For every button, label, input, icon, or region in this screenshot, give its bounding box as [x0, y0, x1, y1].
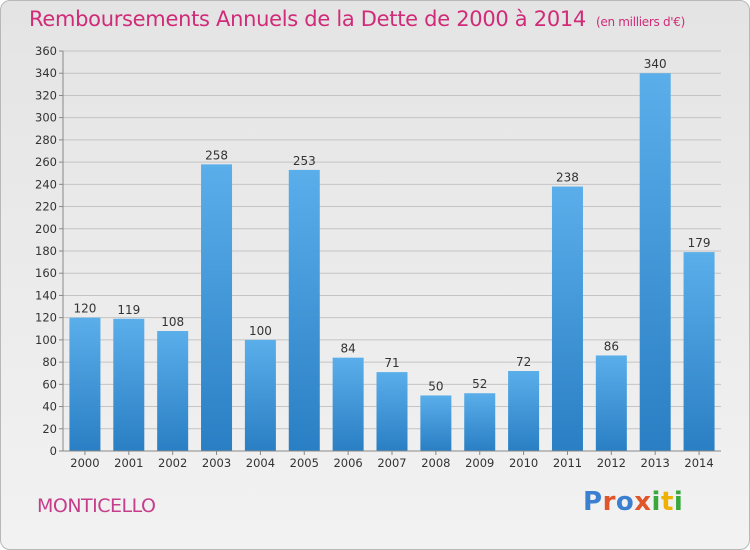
y-axis: 0 20 40 60 80 100 120 140 160 180 200 220 240 260 280 3…	[35, 44, 64, 458]
bar	[244, 339, 276, 451]
bar	[639, 73, 671, 451]
proxiti-logo: Proxiti	[583, 487, 683, 517]
y-tick-label: 80	[42, 355, 57, 369]
logo-letter: r	[602, 487, 616, 517]
bar	[420, 395, 452, 451]
data-label: 340	[644, 57, 667, 71]
y-tick-label: 100	[35, 333, 57, 347]
bar	[113, 318, 145, 451]
data-label: 238	[556, 171, 579, 185]
bar	[508, 371, 540, 451]
y-tick-label: 180	[35, 244, 57, 258]
data-label: 84	[340, 342, 355, 356]
y-tick-label: 40	[42, 400, 57, 414]
y-tick-label: 200	[35, 222, 57, 236]
data-label: 72	[516, 355, 531, 369]
y-tick-label: 20	[42, 422, 57, 436]
y-tick-label: 220	[35, 200, 57, 214]
bars	[69, 73, 715, 452]
bar	[551, 186, 583, 452]
logo-letter: i	[651, 487, 661, 517]
x-tick-label: 2007	[377, 456, 406, 470]
x-tick-label: 2002	[158, 456, 187, 470]
y-tick-label: 160	[35, 266, 57, 280]
data-label: 100	[249, 324, 272, 338]
y-tick-label: 240	[35, 177, 57, 191]
data-label: 120	[73, 302, 96, 316]
logo-letter: x	[634, 487, 652, 517]
chart-title: Remboursements Annuels de la Dette de 20…	[29, 7, 685, 31]
y-tick-label: 280	[35, 133, 57, 147]
bar	[683, 252, 715, 451]
x-tick-label: 2011	[553, 456, 582, 470]
x-tick-label: 2009	[465, 456, 494, 470]
bar	[69, 317, 101, 451]
y-tick-label: 0	[50, 444, 57, 458]
data-label: 258	[205, 148, 228, 162]
bar	[157, 331, 189, 451]
logo-letter: P	[583, 487, 603, 517]
bar	[376, 372, 408, 451]
bar	[288, 169, 320, 451]
bar	[332, 357, 364, 451]
data-label: 253	[293, 154, 316, 168]
title-text: Remboursements Annuels de la Dette de 20…	[29, 7, 586, 31]
x-tick-label: 2013	[641, 456, 670, 470]
data-label: 179	[688, 236, 711, 250]
title-unit: (en milliers d'€)	[596, 15, 686, 29]
x-tick-label: 2001	[114, 456, 143, 470]
x-tick-label: 2014	[684, 456, 713, 470]
x-tick-label: 2004	[246, 456, 275, 470]
bar	[201, 164, 233, 452]
data-label: 71	[384, 356, 399, 370]
y-tick-label: 140	[35, 288, 57, 302]
x-tick-label: 2012	[597, 456, 626, 470]
bar	[595, 355, 627, 451]
x-tick-label: 2010	[509, 456, 538, 470]
data-labels: 120 119 108 258 100 253 84 71 50 52 72 238 86 340 179	[73, 57, 710, 393]
y-tick-label: 260	[35, 155, 57, 169]
commune-name: MONTICELLO	[37, 495, 156, 517]
y-tick-label: 60	[42, 377, 57, 391]
y-tick-label: 300	[35, 111, 57, 125]
logo-letter: t	[660, 487, 674, 517]
x-tick-label: 2008	[421, 456, 450, 470]
y-tick-label: 340	[35, 66, 57, 80]
data-label: 52	[472, 377, 487, 391]
x-tick-label: 2000	[70, 456, 99, 470]
y-tick-label: 120	[35, 311, 57, 325]
data-label: 50	[428, 379, 443, 393]
x-axis: 2000 2001 2002 2003 2004 2005 2006 2007 2008 2009…	[63, 450, 721, 470]
data-label: 108	[161, 315, 184, 329]
x-tick-label: 2005	[290, 456, 319, 470]
logo-letter: o	[615, 487, 635, 517]
data-label: 119	[117, 303, 140, 317]
logo-letter: i	[673, 487, 684, 517]
y-tick-label: 360	[35, 44, 57, 58]
data-label: 86	[604, 339, 619, 353]
bar	[464, 393, 496, 451]
x-tick-label: 2003	[202, 456, 231, 470]
x-tick-label: 2006	[333, 456, 362, 470]
y-tick-label: 320	[35, 88, 57, 102]
